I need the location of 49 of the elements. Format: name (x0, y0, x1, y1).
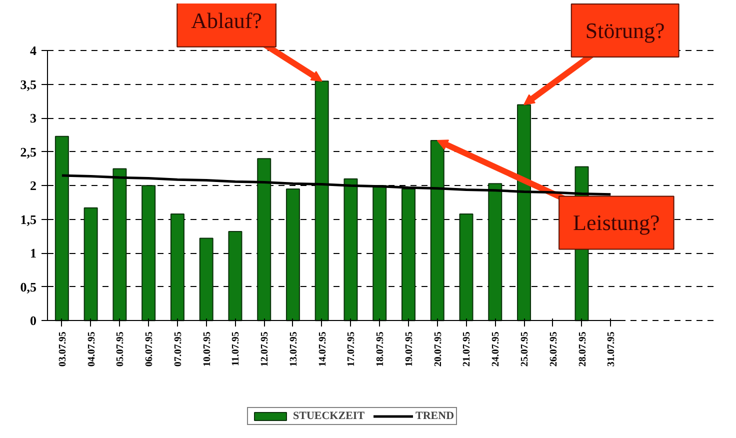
bar (199, 238, 214, 322)
legend-label: TREND (416, 410, 454, 422)
y-tick-label: 0,5 (20, 279, 37, 294)
y-tick-label: 2,5 (20, 144, 37, 160)
legend-label: STUECKZEIT (293, 410, 365, 422)
x-tick-label: 19.07.95 (404, 332, 415, 367)
x-tick-label: 12.07.95 (260, 332, 271, 367)
x-tick-label: 31.07.95 (606, 332, 618, 367)
x-tick-label: 13.07.95 (288, 332, 300, 367)
x-tick-label: 24.07.95 (490, 332, 502, 367)
x-tick-label: 07.07.95 (172, 332, 184, 367)
bar (170, 213, 184, 322)
x-tick-label: 25.07.95 (520, 332, 531, 367)
x-tick-label: 17.07.95 (346, 332, 358, 367)
annotation: Ablauf? (191, 8, 262, 33)
x-tick-label: 11.07.95 (230, 332, 242, 366)
bar (401, 188, 416, 322)
x-tick-label: 21.07.95 (462, 332, 473, 367)
y-tick-label: 4 (30, 43, 37, 58)
x-tick-label: 20.07.95 (432, 332, 444, 367)
x-tick-label: 03.07.95 (57, 332, 68, 367)
bar (257, 158, 272, 322)
annotation: Leistung? (573, 210, 660, 236)
x-tick-label: 18.07.95 (375, 332, 386, 367)
y-tick-label: 0 (30, 313, 36, 328)
bar (286, 188, 300, 322)
bar (142, 185, 156, 322)
line-series (60, 174, 612, 196)
bar (488, 183, 502, 322)
x-tick-label: 05.07.95 (115, 332, 126, 367)
bar (84, 207, 98, 322)
x-tick-label: 04.07.95 (86, 332, 98, 367)
x-tick-label: 26.07.95 (548, 332, 560, 367)
y-tick-label: 3 (30, 110, 37, 126)
bar (459, 213, 474, 322)
bar (344, 178, 358, 322)
y-tick-label: 2 (30, 178, 36, 194)
y-tick-label: 3,5 (20, 76, 37, 92)
bar (112, 168, 127, 322)
bar (228, 231, 242, 322)
bar (54, 136, 69, 322)
annotation: Störung? (585, 18, 665, 43)
x-tick-label: 06.07.95 (144, 332, 156, 367)
x-tick-label: 14.07.95 (317, 332, 328, 367)
bar (372, 185, 387, 322)
x-tick-label: 28.07.95 (577, 332, 588, 367)
y-tick-label: 1,5 (20, 212, 37, 227)
y-tick-label: 1 (30, 246, 36, 261)
x-tick-label: 10.07.95 (202, 332, 213, 367)
